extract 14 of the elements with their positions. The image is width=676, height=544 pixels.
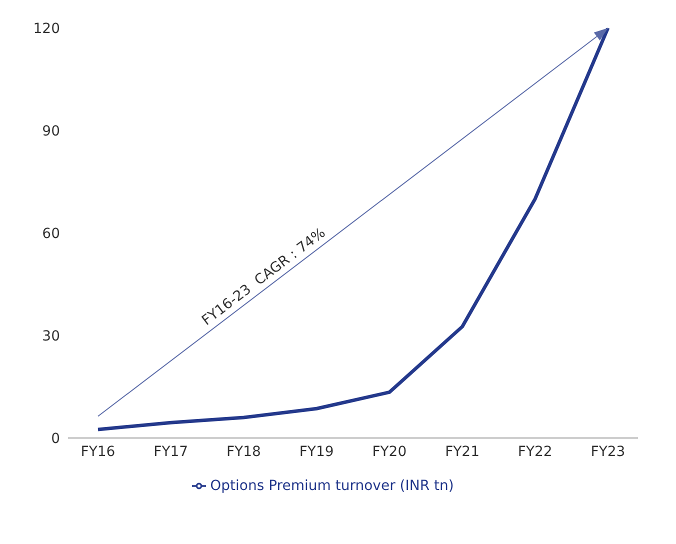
x-tick-label: FY16 [80, 444, 116, 460]
x-tick-label: FY22 [518, 444, 552, 460]
x-tick-label: FY20 [372, 444, 407, 460]
y-tick-label: 60 [42, 226, 60, 242]
x-tick-label: FY18 [226, 444, 261, 460]
x-tick-label: FY19 [299, 444, 334, 460]
y-tick-label: 30 [42, 328, 60, 344]
x-tick-label: FY17 [154, 444, 188, 460]
y-tick-label: 90 [42, 123, 60, 140]
y-tick-label: 0 [51, 430, 60, 447]
y-tick-label: 120 [33, 20, 60, 37]
x-tick-label: FY23 [590, 444, 626, 460]
legend-label: Options Premium turnover (INR tn) [210, 478, 454, 494]
x-tick-label: FY21 [445, 444, 480, 460]
